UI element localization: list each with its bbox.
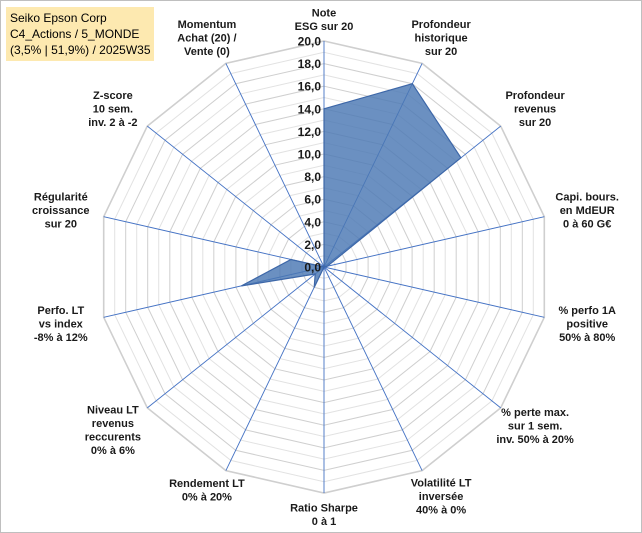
axis-label-line: Ratio Sharpe bbox=[290, 503, 358, 515]
axis-label-line: Perfo. LT bbox=[37, 305, 84, 317]
axis-label-line: 50% à 80% bbox=[559, 332, 615, 344]
axis-label-line: 40% à 0% bbox=[416, 504, 466, 516]
tick-label: 14,0 bbox=[298, 102, 322, 116]
axis-label: % perte max. sur 1 sem. inv. 50% à 20% bbox=[496, 407, 574, 446]
tick-label: 20,0 bbox=[298, 35, 322, 49]
tick-label: 12,0 bbox=[298, 125, 322, 139]
axis-label-line: 0% à 6% bbox=[91, 445, 135, 457]
axis-label-line: vs index bbox=[39, 318, 84, 330]
tick-label: 0,0 bbox=[304, 261, 321, 275]
axis-label: Niveau LT revenus reccurents 0% à 6% bbox=[85, 404, 141, 457]
axis-label: Note ESG sur 20 bbox=[295, 8, 354, 34]
axis-label-line: Momentum bbox=[178, 19, 237, 31]
axis-label-line: Achat (20) / bbox=[177, 33, 236, 45]
axis-label-line: revenus bbox=[92, 418, 134, 430]
axis-label: Momentum Achat (20) / Vente (0) bbox=[177, 19, 236, 58]
series-area bbox=[241, 83, 462, 288]
tick-label: 6,0 bbox=[304, 193, 321, 207]
axis-spoke bbox=[103, 216, 325, 268]
axis-label-line: Capi. bours. bbox=[555, 192, 619, 204]
axis-label: Perfo. LT vs index -8% à 12% bbox=[34, 305, 88, 344]
axis-label-line: 0 à 1 bbox=[312, 516, 336, 528]
axis-spoke bbox=[323, 266, 545, 318]
axis-label-line: inversée bbox=[419, 491, 464, 503]
axis-label-line: inv. 50% à 20% bbox=[496, 434, 574, 446]
axis-spoke bbox=[323, 266, 501, 409]
axis-spoke bbox=[323, 266, 423, 471]
axis-label-line: inv. 2 à -2 bbox=[88, 117, 137, 129]
axis-label-line: Volatilité LT bbox=[411, 477, 472, 489]
axis-spoke bbox=[147, 266, 325, 409]
title-line-category: C4_Actions / 5_MONDE bbox=[10, 27, 140, 41]
axis-label-line: 0 à 60 G€ bbox=[563, 219, 611, 231]
axis-label-line: -8% à 12% bbox=[34, 332, 88, 344]
axis-label-line: Vente (0) bbox=[184, 46, 230, 58]
axis-label-line: Niveau LT bbox=[87, 404, 139, 416]
axis-label-line: sur 20 bbox=[519, 117, 551, 129]
axis-label: Volatilité LT inversée 40% à 0% bbox=[411, 477, 472, 516]
axis-spoke bbox=[225, 266, 325, 471]
axis-label: Régularité croissance sur 20 bbox=[32, 192, 89, 231]
tick-labels: 0,0 2,0 4,0 6,0 8,0 10,0 12,0 14,0 16,0 18,0 20,0 bbox=[298, 35, 322, 275]
axis-label-line: % perte max. bbox=[501, 407, 569, 419]
tick-label: 18,0 bbox=[298, 57, 322, 71]
axis-spoke bbox=[323, 216, 545, 268]
axis-label: Ratio Sharpe 0 à 1 bbox=[290, 503, 358, 529]
axis-label-line: sur 20 bbox=[425, 46, 457, 58]
axis-label-line: Note bbox=[312, 8, 336, 20]
axis-label-line: croissance bbox=[32, 205, 89, 217]
axis-spoke bbox=[225, 63, 325, 268]
axis-label-line: Z-score bbox=[93, 90, 133, 102]
axis-label: Z-score 10 sem. inv. 2 à -2 bbox=[88, 90, 137, 129]
chart-title-box: Seiko Epson Corp C4_Actions / 5_MONDE (3… bbox=[6, 7, 154, 61]
tick-label: 4,0 bbox=[304, 215, 321, 229]
axis-label: Capi. bours. en MdEUR 0 à 60 G€ bbox=[555, 192, 619, 231]
axis-label-line: ESG sur 20 bbox=[295, 21, 354, 33]
axis-label-line: en MdEUR bbox=[560, 205, 615, 217]
axis-spoke bbox=[147, 125, 325, 268]
axis-label-line: Rendement LT bbox=[169, 478, 245, 490]
title-line-company: Seiko Epson Corp bbox=[10, 11, 107, 25]
axis-label: Rendement LT 0% à 20% bbox=[169, 478, 245, 504]
axis-label-line: sur 1 sem. bbox=[508, 420, 562, 432]
axis-label-line: revenus bbox=[514, 103, 556, 115]
axis-label: Profondeur revenus sur 20 bbox=[505, 90, 565, 129]
axis-label-line: historique bbox=[415, 33, 468, 45]
axis-label-line: reccurents bbox=[85, 431, 141, 443]
axis-label-line: 10 sem. bbox=[93, 103, 133, 115]
tick-label: 8,0 bbox=[304, 170, 321, 184]
axis-label-line: Régularité bbox=[34, 192, 88, 204]
axis-labels: Note ESG sur 20 Profondeur historique sur 20… bbox=[32, 8, 619, 529]
tick-label: 2,0 bbox=[304, 238, 321, 252]
axis-label-line: Profondeur bbox=[505, 90, 565, 102]
axis-label: Profondeur historique sur 20 bbox=[411, 19, 471, 58]
axis-label-line: positive bbox=[566, 318, 608, 330]
axis-label-line: % perfo 1A bbox=[558, 305, 616, 317]
tick-label: 16,0 bbox=[298, 80, 322, 94]
title-line-stats: (3,5% | 51,9%) / 2025W35 bbox=[10, 43, 151, 57]
axis-label-line: Profondeur bbox=[411, 19, 471, 31]
axis-label-line: sur 20 bbox=[45, 219, 77, 231]
axis-label-line: 0% à 20% bbox=[182, 492, 232, 504]
series-layer bbox=[241, 83, 462, 288]
tick-label: 10,0 bbox=[298, 148, 322, 162]
axis-label: % perfo 1A positive 50% à 80% bbox=[558, 305, 616, 344]
